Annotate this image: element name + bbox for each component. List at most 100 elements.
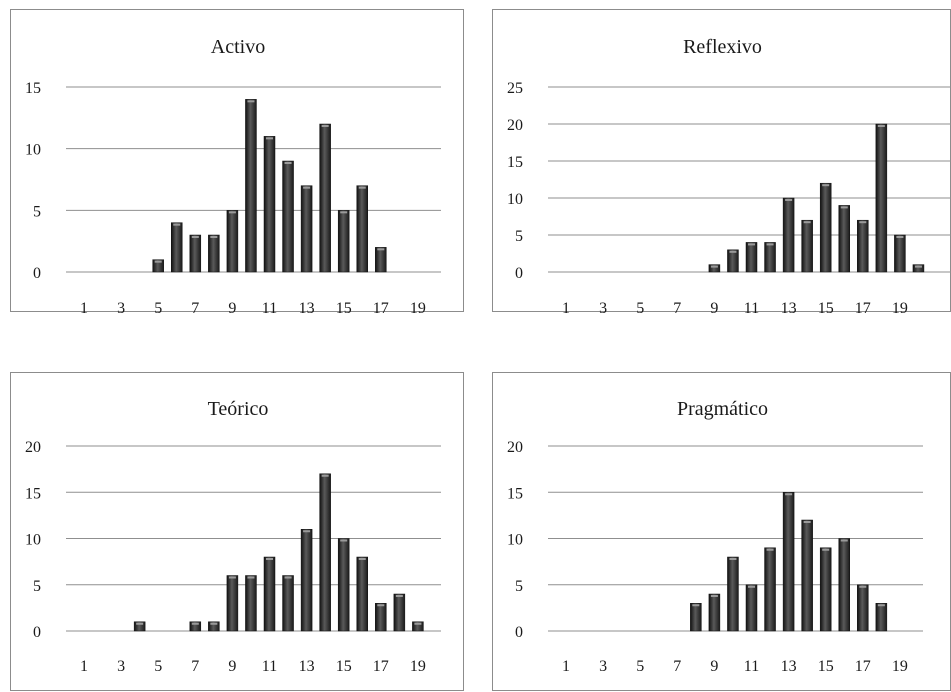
bar-10	[727, 249, 739, 273]
bar-8	[690, 603, 702, 632]
x-tick-label: 15	[336, 300, 352, 317]
x-tick-label: 5	[154, 300, 162, 317]
x-tick-label: 3	[599, 658, 607, 675]
bar-highlight	[266, 137, 273, 140]
bar-highlight	[692, 604, 700, 607]
x-tick-label: 3	[599, 300, 607, 317]
x-tick-label: 9	[228, 658, 236, 675]
x-tick-label: 1	[562, 658, 570, 675]
bar-9	[226, 575, 239, 632]
bar-highlight	[822, 184, 830, 187]
bar-highlight	[914, 265, 922, 268]
bar-10	[245, 99, 257, 273]
x-tick-label: 7	[191, 300, 199, 317]
x-tick-label: 5	[636, 300, 644, 317]
chart-panel-pragmatico: Pragmático 0 5 10 15 20 1 3 5 7 9 11 13 15 17 19	[492, 372, 951, 691]
bar-14	[801, 519, 813, 632]
x-tick-label: 13	[299, 658, 315, 675]
bar-highlight	[877, 125, 885, 127]
bar-17	[375, 247, 387, 273]
bar-highlight	[748, 243, 755, 246]
bar-19	[894, 234, 906, 273]
x-tick-label: 19	[892, 658, 908, 675]
bar-highlight	[340, 211, 348, 214]
bar-20	[912, 264, 925, 273]
bar-8	[208, 621, 220, 632]
x-tick-label: 1	[80, 300, 88, 317]
chart-panel-reflexivo: Reflexivo 0 5 10 15 20 25 1 3 5 7 9 11 13 15 17 19	[492, 9, 951, 317]
y-tick-label: 15	[25, 485, 41, 502]
bar-16	[356, 556, 368, 632]
y-tick-label: 0	[515, 265, 523, 282]
chart-panel-teorico: Teórico 0 5 10 15 20 1 3 5 7 9 11 13 15 17 19	[10, 372, 464, 691]
bar-highlight	[321, 125, 329, 127]
bar-highlight	[859, 221, 867, 224]
x-tick-label: 5	[154, 658, 162, 675]
bar-highlight	[710, 595, 718, 597]
bar-14	[319, 473, 331, 632]
x-tick-label: 11	[262, 658, 277, 675]
bar-13	[300, 529, 313, 632]
bar-highlight	[803, 221, 811, 224]
bar-18	[875, 603, 888, 632]
bar-highlight	[284, 162, 292, 164]
bar-highlight	[859, 585, 867, 588]
bar-highlight	[395, 595, 403, 597]
x-tick-label: 17	[373, 300, 389, 317]
bar-highlight	[340, 539, 348, 542]
bar-15	[819, 547, 832, 632]
x-tick-label: 13	[299, 300, 315, 317]
bar-8	[208, 234, 220, 273]
bar-17	[857, 219, 869, 273]
bar-13	[782, 492, 795, 632]
bar-highlight	[729, 250, 737, 253]
bar-16	[838, 538, 850, 632]
bar-13	[782, 197, 795, 273]
bar-highlight	[154, 260, 162, 263]
bar-highlight	[210, 236, 218, 238]
x-tick-label: 3	[117, 300, 125, 317]
bar-15	[337, 210, 350, 273]
bar-17	[857, 584, 869, 632]
y-tick-label: 0	[33, 265, 41, 282]
bar-highlight	[729, 558, 737, 560]
bar-11	[745, 242, 758, 273]
y-tick-label: 5	[515, 578, 523, 595]
y-tick-label: 25	[507, 80, 523, 97]
bar-highlight	[377, 248, 385, 251]
x-tick-label: 13	[781, 300, 797, 317]
chart-title: Teórico	[208, 398, 269, 420]
y-tick-label: 10	[507, 191, 523, 208]
x-tick-label: 7	[191, 658, 199, 675]
bar-highlight	[710, 265, 718, 268]
x-tick-label: 17	[855, 658, 871, 675]
bar-16	[356, 185, 368, 273]
bar-15	[819, 182, 832, 273]
bar-11	[745, 584, 758, 632]
y-tick-label: 15	[25, 80, 41, 97]
y-tick-label: 5	[33, 203, 41, 220]
bar-highlight	[210, 622, 218, 625]
chart-title: Pragmático	[677, 398, 768, 420]
bar-highlight	[785, 493, 793, 496]
x-tick-label: 1	[80, 658, 88, 675]
bar-highlight	[303, 186, 311, 189]
bar-12	[282, 575, 294, 632]
bar-16	[838, 205, 850, 273]
bar-highlight	[840, 206, 848, 209]
x-tick-label: 11	[744, 658, 759, 675]
bar-14	[801, 219, 813, 273]
bar-10	[245, 575, 257, 632]
bar-highlight	[191, 236, 199, 238]
bar-9	[226, 210, 239, 273]
chart-title: Activo	[211, 36, 265, 58]
x-tick-label: 19	[892, 300, 908, 317]
x-tick-label: 3	[117, 658, 125, 675]
y-tick-label: 10	[25, 532, 41, 549]
chart-title: Reflexivo	[683, 36, 762, 58]
bar-6	[171, 222, 183, 273]
bar-11	[263, 556, 276, 632]
